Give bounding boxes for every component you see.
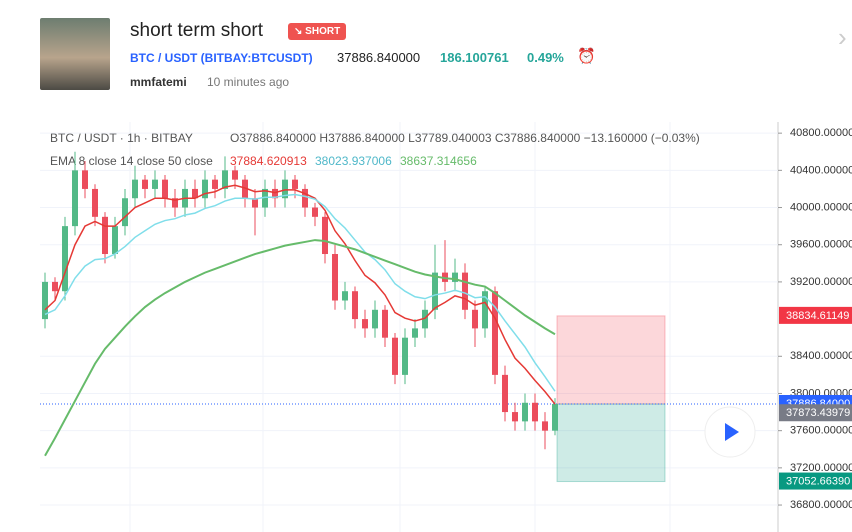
candle-body: [112, 226, 118, 255]
price-label: 37873.43979: [786, 407, 850, 419]
short-badge: ↘ SHORT: [288, 23, 347, 40]
ema-value: 38023.937006: [315, 154, 392, 168]
candle-body: [302, 188, 308, 208]
candle-body: [462, 272, 468, 310]
candle-body: [52, 281, 58, 292]
candle-body: [102, 216, 108, 255]
candle-body: [202, 179, 208, 199]
ema-line: [44, 239, 556, 457]
candle-body: [542, 421, 548, 431]
candle-body: [172, 198, 178, 208]
candle-body: [292, 179, 298, 189]
chart-bg: [40, 120, 852, 532]
badge-text: SHORT: [305, 26, 341, 37]
ema-value: 37884.620913: [230, 154, 307, 168]
candle-body: [192, 188, 198, 199]
play-icon: [725, 423, 739, 441]
symbol-link[interactable]: BTC / USDT (BITBAY:BTCUSDT): [130, 51, 313, 65]
candle-body: [392, 337, 398, 375]
price-change-pct: 0.49%: [527, 50, 564, 65]
y-tick-label: 36800.00000: [790, 499, 852, 511]
candle-body: [42, 281, 48, 320]
candle-body: [242, 179, 248, 199]
candle-body: [422, 309, 428, 329]
candle-body: [452, 272, 458, 282]
idea-title: short term short: [130, 20, 264, 41]
ema-line: [44, 193, 556, 392]
avatar: [40, 18, 110, 90]
candle-body: [152, 179, 158, 189]
price-label: 38834.61149: [786, 310, 849, 322]
last-price: 37886.840000: [337, 50, 421, 65]
candle-body: [432, 272, 438, 310]
candle-body: [92, 188, 98, 217]
candle-body: [342, 291, 348, 301]
next-arrow[interactable]: ›: [838, 22, 847, 52]
legend-indicator: EMA 8 close 14 close 50 close: [50, 154, 213, 168]
y-tick-label: 39600.00000: [790, 239, 852, 251]
price-label-bg: [779, 404, 852, 422]
alert-icon[interactable]: ⏰: [577, 48, 596, 65]
candle-body: [262, 188, 268, 208]
candle-body: [382, 309, 388, 338]
candle-body: [282, 179, 288, 199]
y-tick-label: 37200.00000: [790, 462, 852, 474]
price-label-bg: [779, 472, 852, 490]
y-tick-label: 40000.00000: [790, 201, 852, 213]
y-tick-label: 39200.00000: [790, 276, 852, 288]
candle-body: [82, 170, 88, 189]
stop-zone: [556, 315, 666, 405]
candle-body: [552, 403, 558, 431]
candle-body: [402, 337, 408, 375]
candle-body: [212, 179, 218, 189]
author[interactable]: mmfatemi: [130, 75, 187, 89]
candle-body: [72, 170, 78, 227]
candle-body: [502, 374, 508, 413]
candle-body: [312, 207, 318, 217]
ema-value: 38637.314656: [400, 154, 477, 168]
price-label: 37052.66390: [786, 475, 850, 487]
candle-body: [512, 412, 518, 422]
price-label-bg: [779, 306, 852, 324]
ema-line: [44, 184, 556, 405]
candle-body: [252, 198, 258, 208]
y-tick-label: 37600.00000: [790, 425, 852, 437]
candle-body: [472, 309, 478, 329]
y-tick-label: 40800.00000: [790, 127, 852, 139]
candle-body: [232, 170, 238, 180]
candle-body: [372, 309, 378, 329]
candle-body: [322, 216, 328, 255]
candle-body: [522, 402, 528, 422]
legend-symbol: BTC / USDT · 1h · BITBAY: [50, 131, 193, 145]
candle-body: [272, 188, 278, 199]
candle-body: [362, 319, 368, 329]
price-change: 186.100761: [440, 50, 509, 65]
candle-body: [492, 291, 498, 375]
legend-ohlc: O37886.840000 H37886.840000 L37789.04000…: [230, 131, 700, 145]
candle-body: [62, 226, 68, 292]
candle-body: [532, 402, 538, 422]
candle-body: [352, 291, 358, 320]
candle-body: [132, 179, 138, 199]
candle-body: [142, 179, 148, 189]
candle-body: [412, 328, 418, 338]
y-tick-label: 38400.00000: [790, 350, 852, 362]
y-tick-label: 40400.00000: [790, 164, 852, 176]
candle-body: [482, 291, 488, 329]
candle-body: [122, 198, 128, 227]
candle-body: [332, 254, 338, 301]
candle-body: [222, 170, 228, 189]
target-zone: [556, 403, 666, 483]
post-time: 10 minutes ago: [207, 75, 290, 89]
candle-body: [162, 179, 168, 199]
